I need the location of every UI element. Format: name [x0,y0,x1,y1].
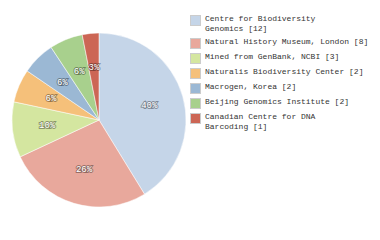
svg-text:6%: 6% [46,94,57,104]
html-text:Canadian Centre for DNA Barcod: Canadian Centre for DNA Barcoding [1] [205,112,316,131]
html-text:Naturalis Biodiversity Center: Naturalis Biodiversity Center [2] [205,67,364,76]
svg-text:6%: 6% [57,78,68,88]
svg-text:26%: 26% [76,165,93,175]
html-text:Beijing Genomics Institute [2]: Beijing Genomics Institute [2] [205,97,349,106]
html-text:Mined from GenBank, NCBI [3]: Mined from GenBank, NCBI [3] [205,52,340,61]
svg-text:40%: 40% [141,101,158,111]
html-text:Natural History Museum, London: Natural History Museum, London [8] [205,37,369,46]
svg-text:10%: 10% [39,121,56,131]
html-text:Macrogen, Korea [2]: Macrogen, Korea [2] [205,82,297,91]
html-text:Centre for Biodiversity Genomi: Centre for Biodiversity Genomics [12] [205,14,316,33]
svg-text:3%: 3% [89,63,100,73]
svg-text:6%: 6% [74,67,85,77]
